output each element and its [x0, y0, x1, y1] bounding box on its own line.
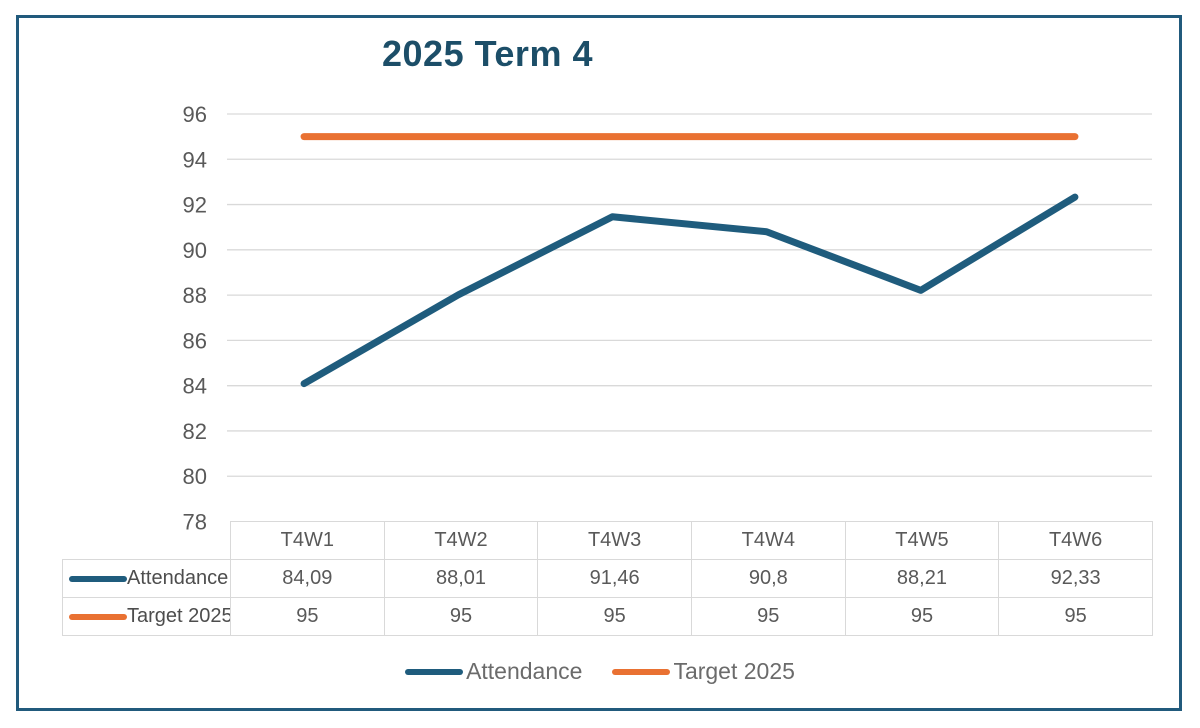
legend-item: Attendance	[405, 658, 582, 685]
legend-item: Target 2025	[612, 658, 795, 685]
y-axis-tick-label: 92	[183, 193, 207, 218]
legend-label: Target 2025	[673, 658, 795, 684]
table-row-label-cell: Target 2025	[62, 597, 231, 636]
table-row-label-cell: Attendance	[62, 559, 231, 598]
table-value-cell: 95	[383, 597, 539, 636]
series-label: Attendance	[127, 567, 229, 589]
table-value-cell: 95	[844, 597, 1000, 636]
y-axis-tick-label: 78	[183, 510, 207, 535]
table-value-cell: 90,8	[690, 559, 846, 598]
table-corner-cell	[63, 522, 231, 560]
y-axis-tick-label: 82	[183, 419, 207, 444]
table-value-cell: 92,33	[998, 559, 1153, 598]
gridlines	[227, 113, 1152, 477]
chart-data-table: T4W1 T4W2 T4W3 T4W4 T4W5 T4W6 Attendance 84,09 8…	[62, 521, 1153, 636]
y-axis-tick-label: 90	[183, 238, 207, 263]
table-header-cell: T4W1	[230, 521, 385, 560]
table-value-cell: 95	[537, 597, 692, 636]
table-value-cell: 84,09	[230, 559, 385, 598]
table-value-cell: 88,21	[844, 559, 1000, 598]
table-value-cell: 91,46	[537, 559, 692, 598]
table-value-cell: 95	[690, 597, 846, 636]
table-header-cell: T4W6	[998, 521, 1153, 560]
y-axis-tick-label: 94	[183, 147, 207, 172]
target-2025-legend-swatch	[612, 668, 671, 675]
attendance-legend-swatch	[405, 668, 464, 675]
table-value-cell: 88,01	[383, 559, 539, 598]
attendance-swatch	[69, 575, 127, 582]
table-header-cell: T4W2	[383, 521, 539, 560]
table-header-cell: T4W3	[537, 521, 692, 560]
y-axis-tick-label: 84	[183, 374, 207, 399]
y-axis-tick-label: 86	[183, 328, 207, 353]
chart-legend: Attendance Target 2025	[0, 658, 1200, 685]
table-header-cell: T4W5	[844, 521, 1000, 560]
series-label: Target 2025	[127, 605, 231, 627]
chart-title: 2025 Term 4	[382, 33, 593, 74]
legend-label: Attendance	[466, 658, 583, 684]
attendance-line	[300, 193, 1079, 388]
table-value-cell: 95	[230, 597, 385, 636]
table-value-cell: 95	[998, 597, 1153, 636]
target-2025-swatch	[69, 613, 127, 620]
table-header-cell: T4W4	[690, 521, 846, 560]
y-axis-tick-label: 96	[183, 102, 207, 127]
y-axis-tick-label: 80	[183, 464, 207, 489]
y-axis-tick-label: 88	[183, 283, 207, 308]
